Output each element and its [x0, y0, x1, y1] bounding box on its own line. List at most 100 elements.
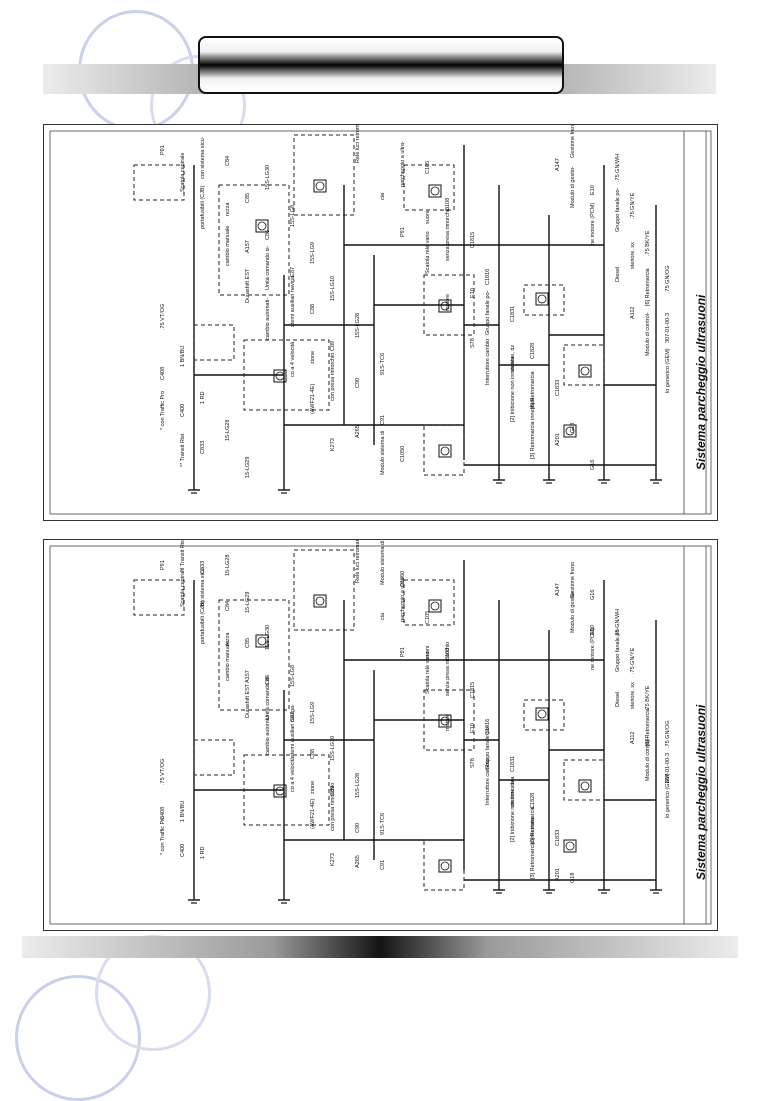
diagram-label: 15S-LG28	[355, 313, 361, 338]
component-box	[423, 689, 475, 751]
diagram-label: P91	[400, 227, 406, 237]
diagram-label: .75 GN/YE	[630, 192, 636, 219]
diagram-label: 15S-LG10	[330, 276, 336, 301]
component-symbol	[578, 364, 592, 378]
diagram-label: C85	[245, 193, 251, 203]
component-symbol	[255, 219, 269, 233]
diagram-label: Modulo di control-	[645, 737, 651, 781]
diagram-label: A265	[355, 425, 361, 438]
component-symbol	[315, 181, 325, 191]
component-box	[423, 839, 465, 891]
diagram-label: Gruppo fanale po-	[485, 725, 491, 770]
diagram-label: motore	[445, 294, 451, 311]
diagram-label: Gruppo fanale po-	[485, 290, 491, 335]
diagram-label: C91	[380, 415, 386, 425]
component-symbol	[580, 781, 590, 791]
diagram-label: parcheggio a ultra-	[400, 141, 406, 187]
diagram-label: cambio automati-	[265, 713, 271, 755]
diagram-label: .75 VT/OG	[160, 759, 166, 785]
diagram-label: cia	[380, 192, 386, 200]
diagram-label: P91	[160, 145, 166, 155]
diagram-label: lo generico (GEM)	[665, 348, 671, 393]
diagram-label: ne motore (PCM)	[590, 203, 596, 245]
diagram-label: G18	[570, 873, 576, 883]
header-title-box	[198, 36, 564, 94]
component-symbol	[440, 301, 450, 311]
component-symbol	[563, 839, 577, 853]
diagram-label: C84	[225, 156, 231, 166]
diagram-label: P91	[160, 560, 166, 570]
diagram-label: C88	[310, 304, 316, 314]
diagram-sheet-1: P91 Scatola centrale portafusibili (CJB) ca…	[43, 124, 718, 521]
diagram-label: 15S-LG10	[330, 736, 336, 761]
component-box	[403, 579, 455, 626]
diagram-label: C1816	[485, 719, 491, 735]
diagram-label: cambio manuale	[225, 226, 231, 266]
diagram-label: [3] Retromarcia innestata	[530, 397, 536, 459]
component-box	[523, 284, 565, 316]
diagram-label: A157	[245, 240, 251, 253]
component-symbol	[275, 786, 285, 796]
component-box	[193, 324, 235, 361]
diagram-label: .75 VT/OG	[160, 304, 166, 330]
diagram-label: con presa rimorchio	[330, 783, 336, 831]
diagram-label: Scatola relè vano	[425, 652, 431, 695]
diagram-label: [6] Retromarcia	[645, 707, 651, 746]
diagram-label: Gruppo fanale po-	[615, 187, 621, 232]
diagram-label: C84	[225, 601, 231, 611]
component-symbol	[578, 779, 592, 793]
diagram-label: 15S-LG8	[290, 665, 296, 687]
diagram-label: C1050	[400, 446, 406, 462]
diagram-label: lo generico (GEM)	[665, 773, 671, 818]
diagram-label: C833	[200, 561, 206, 574]
diagram-label: co a 4 velocità	[290, 756, 296, 792]
component-symbol	[438, 299, 452, 313]
diagram-label: Interruttore cambio	[485, 339, 491, 385]
diagram-label: Durashift EST	[245, 683, 251, 718]
diagram-label: C88	[310, 749, 316, 759]
component-box	[403, 164, 455, 211]
diagram-label: [3] Retromarcia innestata	[530, 817, 536, 879]
diagram-label: steriore, dx	[510, 780, 516, 807]
diagram-label: S78	[470, 758, 476, 768]
diagram-label: C85	[245, 638, 251, 648]
diagram-label: 1 BN/BU	[180, 346, 186, 367]
component-symbol	[565, 841, 575, 851]
diagram-label: C91	[380, 860, 386, 870]
diagram-label: cambio automati-	[265, 298, 271, 340]
diagram-label: A157	[245, 670, 251, 683]
diagram-label: 1 RD	[200, 846, 206, 859]
component-box	[293, 134, 355, 216]
diagram-label: Relè luci retromar-	[355, 540, 361, 583]
diagram-label: Relè luci retromar-	[355, 125, 361, 163]
diagram-label: E10	[470, 723, 476, 733]
diagram-label: C90	[355, 378, 361, 388]
diagram-label: A147	[555, 158, 561, 171]
diagram-label: Diesel	[615, 267, 621, 282]
wiring-diagram-1: P91 Scatola centrale portafusibili (CJB) ca…	[49, 125, 712, 515]
diagram-label: Modulo di gestio-	[570, 591, 576, 633]
diagram-label: suoni	[425, 646, 431, 659]
component-symbol	[580, 366, 590, 376]
component-symbol	[438, 444, 452, 458]
component-box	[133, 579, 185, 616]
component-symbol	[255, 634, 269, 648]
diagram-label: C86	[265, 230, 271, 240]
component-box	[133, 164, 185, 201]
diagram-label: [6] Retromarcia	[530, 805, 536, 844]
diagram-label: .75 BK/YE	[645, 230, 651, 256]
diagram-label: C1828	[530, 343, 536, 359]
diagram-label: A201	[555, 868, 561, 881]
diagram-label: ** Transit Rist	[180, 540, 186, 572]
diagram-label: steriore, sx	[630, 242, 636, 269]
diagram-label: C1831	[510, 306, 516, 322]
diagram-label: C105	[425, 611, 431, 624]
diagram-label: Modulo sistema di	[380, 431, 386, 475]
component-symbol	[565, 426, 575, 436]
diagram-label: senza presa rimorchio	[445, 207, 451, 261]
diagram-label: ** Transit Rist	[180, 433, 186, 467]
diagram-label: Gestione freno	[570, 125, 576, 158]
component-symbol	[257, 221, 267, 231]
diagram-label: C87	[290, 267, 296, 277]
diagram-label: [2] Inibizione non innestata	[510, 356, 516, 422]
